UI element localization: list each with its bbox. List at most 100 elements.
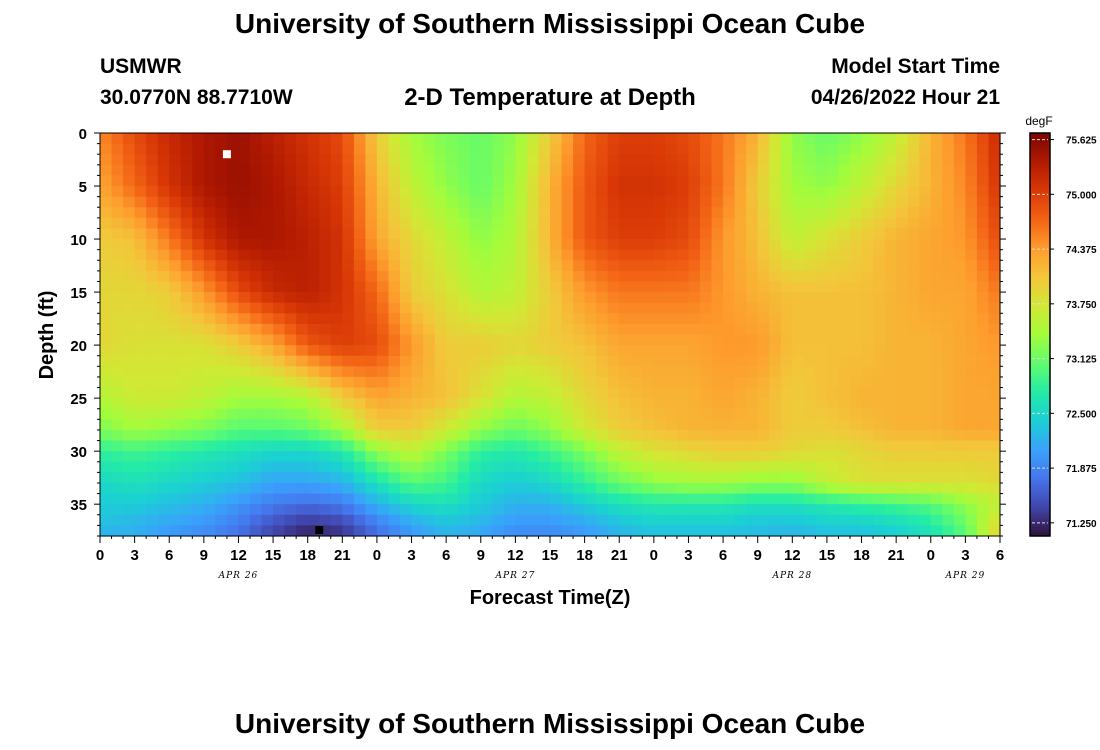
heatmap-cell xyxy=(780,514,793,526)
heatmap-cell xyxy=(607,366,620,378)
heatmap-cell xyxy=(538,429,551,442)
heatmap-cell xyxy=(457,408,470,420)
heatmap-cell xyxy=(757,323,770,336)
heatmap-cell xyxy=(342,387,355,399)
heatmap-cell xyxy=(273,313,286,325)
heatmap-cell xyxy=(434,154,447,166)
colorbar-unit: degF xyxy=(1025,114,1052,128)
heatmap-cell xyxy=(365,323,378,336)
heatmap-cell xyxy=(261,482,274,495)
heatmap-cell xyxy=(238,143,251,155)
heatmap-cell xyxy=(988,270,1001,283)
heatmap-cell xyxy=(561,260,574,272)
heatmap-cell xyxy=(550,292,563,304)
heatmap-cell xyxy=(192,270,205,283)
heatmap-cell xyxy=(480,313,493,325)
heatmap-cell xyxy=(746,281,759,293)
heatmap-cell xyxy=(365,514,378,526)
heatmap-cell xyxy=(157,228,170,240)
colorbar: degF 75.62575.00074.37573.75073.12572.50… xyxy=(1025,114,1097,537)
heatmap-cell xyxy=(976,461,990,473)
heatmap-cell xyxy=(826,345,840,357)
heatmap-cell xyxy=(919,164,932,177)
heatmap-cell xyxy=(930,207,943,219)
heatmap-cell xyxy=(734,366,747,378)
heatmap-cell xyxy=(815,323,828,336)
heatmap-cell xyxy=(134,429,147,442)
heatmap-cell xyxy=(388,207,401,219)
heatmap-cell xyxy=(665,451,678,463)
heatmap-cell xyxy=(492,472,505,484)
heatmap-cell xyxy=(111,186,124,198)
heatmap-cell xyxy=(907,133,920,145)
heatmap-cell xyxy=(492,133,505,145)
heatmap-cell xyxy=(884,292,897,304)
heatmap-cell xyxy=(630,525,643,537)
heatmap-cell xyxy=(896,514,909,526)
heatmap-cell xyxy=(850,525,863,537)
heatmap-cell xyxy=(123,419,136,431)
heatmap-cell xyxy=(434,292,447,304)
heatmap-cell xyxy=(734,239,747,251)
heatmap-cell xyxy=(861,387,874,399)
heatmap-cell xyxy=(411,355,424,367)
heatmap-cell xyxy=(838,345,851,357)
heatmap-cell xyxy=(446,260,459,272)
heatmap-cell xyxy=(400,281,413,293)
heatmap-cell xyxy=(550,313,563,325)
heatmap-cell xyxy=(884,164,897,177)
heatmap-cell xyxy=(226,239,240,251)
heatmap-cell xyxy=(157,493,170,505)
heatmap-cell xyxy=(353,207,366,219)
heatmap-cell xyxy=(584,164,597,177)
heatmap-cell xyxy=(169,239,182,251)
heatmap-cell xyxy=(780,292,793,304)
heatmap-cell xyxy=(146,217,159,230)
heatmap-cell xyxy=(215,270,228,283)
heatmap-cell xyxy=(780,387,793,399)
heatmap-cell xyxy=(723,281,736,293)
heatmap-cell xyxy=(953,461,966,473)
heatmap-cell xyxy=(838,408,851,420)
heatmap-cell xyxy=(700,228,713,240)
heatmap-cell xyxy=(353,239,366,251)
heatmap-cell xyxy=(273,196,286,208)
heatmap-cell xyxy=(896,355,909,367)
heatmap-cell xyxy=(630,461,643,473)
heatmap-cell xyxy=(930,398,943,410)
heatmap-cell xyxy=(376,514,390,526)
heatmap-cell xyxy=(515,217,528,230)
heatmap-cell xyxy=(100,302,113,314)
heatmap-cell xyxy=(630,429,643,442)
heatmap-cell xyxy=(273,260,286,272)
heatmap-cell xyxy=(123,281,136,293)
heatmap-cell xyxy=(873,408,886,420)
heatmap-cell xyxy=(769,355,782,367)
heatmap-cell xyxy=(100,451,113,463)
heatmap-cell xyxy=(330,281,343,293)
heatmap-cell xyxy=(492,525,505,537)
heatmap-cell xyxy=(734,345,747,357)
heatmap-cell xyxy=(319,334,332,346)
heatmap-cell xyxy=(365,154,378,166)
heatmap-cell xyxy=(330,217,343,230)
heatmap-cell xyxy=(584,175,597,187)
heatmap-cell xyxy=(273,419,286,431)
heatmap-cell xyxy=(988,323,1001,336)
heatmap-cell xyxy=(192,323,205,336)
heatmap-cell xyxy=(526,292,540,304)
heatmap-cell xyxy=(400,260,413,272)
heatmap-cell xyxy=(976,260,990,272)
heatmap-cell xyxy=(146,451,159,463)
heatmap-cell xyxy=(676,440,690,452)
heatmap-cell xyxy=(238,345,251,357)
heatmap-cell xyxy=(711,461,724,473)
heatmap-cell xyxy=(261,207,274,219)
heatmap-cell xyxy=(203,398,216,410)
heatmap-cell xyxy=(780,408,793,420)
heatmap-cell xyxy=(630,493,643,505)
heatmap-cell xyxy=(469,217,482,230)
heatmap-cell xyxy=(676,419,690,431)
heatmap-cell xyxy=(596,164,609,177)
heatmap-cell xyxy=(734,143,747,155)
